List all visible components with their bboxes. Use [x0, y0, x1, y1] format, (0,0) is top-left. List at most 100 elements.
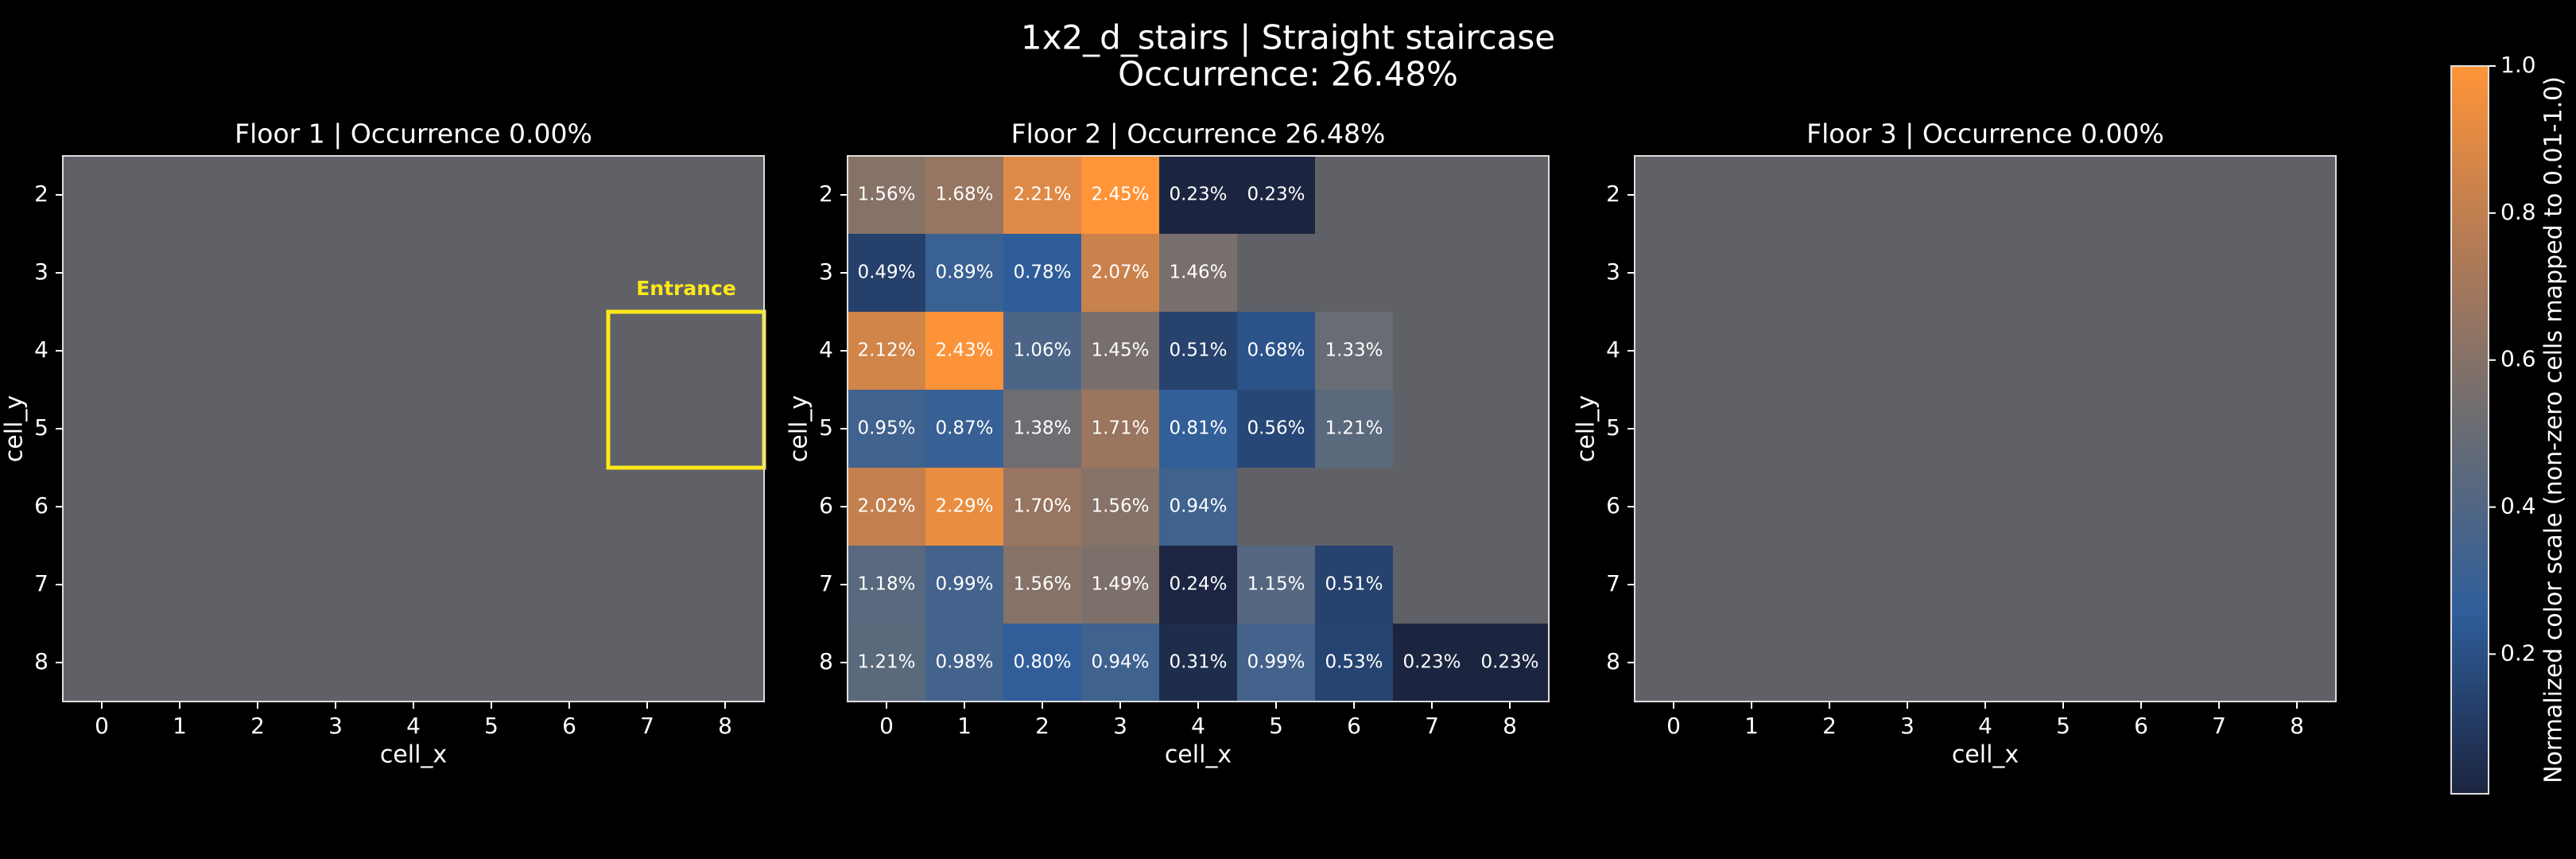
y-tick-label: 7	[34, 570, 48, 597]
subplot-title: Floor 1 | Occurrence 0.00%	[235, 119, 592, 150]
heat-cell	[1081, 234, 1159, 312]
cell-label: 2.21%	[1013, 185, 1071, 205]
subplot-title: Floor 2 | Occurrence 26.48%	[1011, 119, 1386, 150]
heat-cell	[1237, 312, 1315, 390]
y-tick-label: 3	[819, 258, 833, 285]
cell-label: 0.94%	[1169, 496, 1227, 517]
colorbar-tick-label: 0.4	[2500, 493, 2536, 519]
colorbar	[2450, 65, 2489, 795]
heat-cell	[925, 546, 1003, 624]
cell-label: 0.78%	[1013, 262, 1071, 283]
cell-label: 2.07%	[1091, 262, 1149, 283]
cell-label: 1.71%	[1091, 418, 1149, 439]
x-tick-label: 8	[718, 713, 732, 739]
cell-label: 1.56%	[1013, 574, 1071, 595]
heat-cell	[925, 390, 1003, 468]
figure-subtitle: Occurrence: 26.48%	[1118, 55, 1458, 94]
cell-label: 0.23%	[1480, 652, 1538, 673]
y-tick-label: 2	[1606, 181, 1620, 207]
cell-label: 0.53%	[1325, 652, 1383, 673]
x-tick-label: 3	[1113, 713, 1127, 739]
cell-label: 0.23%	[1247, 185, 1305, 205]
cell-label: 0.49%	[857, 262, 915, 283]
x-tick-label: 4	[406, 713, 421, 739]
cell-label: 1.56%	[857, 185, 915, 205]
x-tick-label: 0	[95, 713, 109, 739]
y-tick-label: 7	[819, 570, 833, 597]
cell-label: 0.98%	[935, 652, 993, 673]
y-axis-label: cell_y	[1573, 395, 1600, 462]
x-axis-label: cell_x	[1165, 741, 1232, 769]
y-axis-label: cell_y	[1, 395, 29, 462]
heat-cell	[848, 312, 925, 390]
y-tick-label: 8	[819, 648, 833, 674]
cell-label: 1.46%	[1169, 262, 1227, 283]
plot-area	[1635, 156, 2336, 702]
cell-label: 1.18%	[857, 574, 915, 595]
cell-label: 2.45%	[1091, 185, 1149, 205]
cell-label: 0.68%	[1247, 340, 1305, 361]
colorbar-tick-label: 0.2	[2500, 639, 2536, 666]
x-tick-label: 2	[250, 713, 265, 739]
cell-label: 1.68%	[935, 185, 993, 205]
y-tick-label: 7	[1606, 570, 1620, 597]
figure-title: 1x2_d_stairs | Straight staircase	[1021, 18, 1555, 57]
x-axis-label: cell_x	[1952, 741, 2019, 769]
y-tick-label: 2	[819, 181, 833, 207]
heat-cell	[925, 312, 1003, 390]
cell-label: 1.38%	[1013, 418, 1071, 439]
colorbar-label: Normalized color scale (non-zero cells m…	[2540, 76, 2568, 783]
x-tick-label: 3	[1900, 713, 1915, 739]
heat-cell	[1315, 312, 1393, 390]
cell-label: 2.12%	[857, 340, 915, 361]
x-tick-label: 1	[957, 713, 972, 739]
heat-cell	[1003, 156, 1081, 234]
heat-cell	[1159, 468, 1237, 546]
heat-cell	[1159, 624, 1237, 702]
y-tick-label: 5	[819, 414, 833, 441]
heat-cell	[1003, 468, 1081, 546]
y-tick-label: 6	[819, 492, 833, 519]
heat-cell	[1081, 468, 1159, 546]
cell-label: 0.23%	[1402, 652, 1461, 673]
x-tick-label: 7	[2212, 713, 2226, 739]
heat-cell	[848, 546, 925, 624]
y-tick-label: 5	[1606, 414, 1620, 441]
x-tick-label: 3	[328, 713, 343, 739]
x-tick-label: 5	[484, 713, 499, 739]
x-tick-label: 4	[1978, 713, 1992, 739]
heat-cell	[848, 234, 925, 312]
y-tick-label: 3	[34, 258, 48, 285]
heat-cell	[848, 390, 925, 468]
cell-label: 0.95%	[857, 418, 915, 439]
heat-cell	[925, 624, 1003, 702]
y-tick-label: 6	[1606, 492, 1620, 519]
heat-cell	[1081, 624, 1159, 702]
cell-label: 1.33%	[1325, 340, 1383, 361]
heat-cell	[1237, 390, 1315, 468]
heat-cell	[1159, 546, 1237, 624]
y-axis-label: cell_y	[786, 395, 813, 462]
y-tick-label: 4	[34, 336, 48, 363]
heat-cell	[1003, 390, 1081, 468]
y-tick-label: 3	[1606, 258, 1620, 285]
cell-label: 0.81%	[1169, 418, 1227, 439]
colorbar-tick-label: 0.8	[2500, 199, 2536, 225]
cell-label: 2.02%	[857, 496, 915, 517]
heat-cell	[1081, 312, 1159, 390]
cell-label: 0.99%	[935, 574, 993, 595]
heat-cell	[848, 156, 925, 234]
heat-cell	[1081, 546, 1159, 624]
y-tick-label: 8	[34, 648, 48, 674]
heat-cell	[1003, 546, 1081, 624]
heat-cell	[925, 156, 1003, 234]
heat-cell	[1471, 624, 1549, 702]
cell-label: 1.15%	[1247, 574, 1305, 595]
cell-label: 0.89%	[935, 262, 993, 283]
y-tick-label: 5	[34, 414, 48, 441]
cell-label: 1.45%	[1091, 340, 1149, 361]
cell-label: 2.29%	[935, 496, 993, 517]
x-tick-label: 2	[1822, 713, 1837, 739]
cell-label: 0.31%	[1169, 652, 1227, 673]
